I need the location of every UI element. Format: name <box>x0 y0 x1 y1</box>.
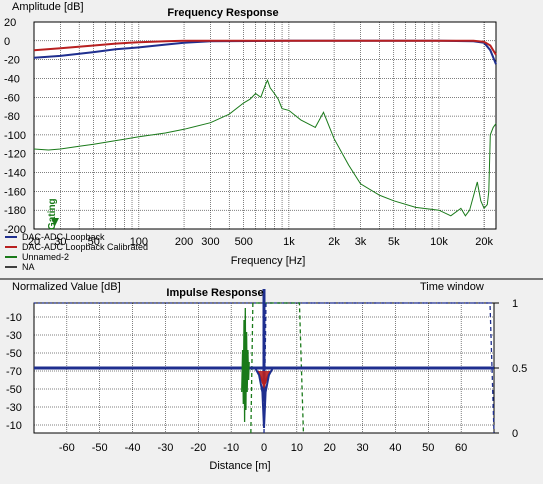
ir-chart-title: Impulse Response <box>166 287 263 299</box>
ir-y-tick-labels: -10 -30 -50 -70 -50 -30 -10 <box>6 312 22 432</box>
fr-x-tick-label: 50 <box>88 236 100 248</box>
gating-marker-arrow[interactable] <box>51 218 59 226</box>
fr-x-tick-label: 2k <box>328 236 340 248</box>
fr-x-tick-label: 3k <box>355 236 367 248</box>
ir-y-axis-label: Normalized Value [dB] <box>12 281 121 293</box>
ir-x-tick-labels: -60 -50 -40 -30 -20 -10 0 10 20 30 40 50 60 <box>59 442 467 454</box>
fr-x-tick-label: 20k <box>475 236 493 248</box>
fr-series-line-1 <box>33 39 497 56</box>
fr-legend-swatch <box>5 266 17 268</box>
fr-series <box>33 39 497 217</box>
ir-x-tick-label: -20 <box>190 442 206 454</box>
gating-label: Gating <box>47 198 58 230</box>
ir-series-line-0 <box>241 307 250 423</box>
fr-x-tick-label: 200 <box>175 236 193 248</box>
ir-x-tick-label: 10 <box>291 442 303 454</box>
ir-x-tick-label: -30 <box>157 442 173 454</box>
fr-legend-label: NA <box>22 262 35 272</box>
fr-legend-label: DAC-ADC Loopback Calibrated <box>22 242 149 252</box>
fr-legend: DAC-ADC Loopback DAC-ADC Loopback Calibra… <box>5 232 148 272</box>
fr-x-axis-label: Frequency [Hz] <box>231 255 306 267</box>
ir-series-line-2 <box>254 368 274 429</box>
gating-annotation: Gating <box>47 198 58 230</box>
fr-y-tick-label: 20 <box>4 17 16 29</box>
fr-x-tick-labels: 20 30 50 100 200 300 500 1k 2k 3k 5k 10k 20k <box>28 236 494 248</box>
ir-x-tick-label: 50 <box>422 442 434 454</box>
fr-plot-area[interactable] <box>33 21 497 230</box>
fr-x-tick-label: 300 <box>201 236 219 248</box>
fr-y-tick-label: -140 <box>4 168 26 180</box>
ir-y-tick-label: -30 <box>6 330 22 342</box>
ir-y-tick-label: -70 <box>6 366 22 378</box>
fr-legend-swatch <box>5 246 17 248</box>
frequency-response-chart: 200-20-40-60-80-100-120-140-160-180-200 … <box>4 1 497 267</box>
fr-legend-item[interactable]: DAC-ADC Loopback Calibrated <box>5 242 148 252</box>
ir-y-tick-label: -10 <box>6 420 22 432</box>
ir-y2-tick-label: 0.5 <box>512 363 527 375</box>
ir-x-tick-label: 30 <box>356 442 368 454</box>
fr-y-tick-label: -40 <box>4 73 20 85</box>
fr-legend-item[interactable]: DAC-ADC Loopback <box>5 232 148 242</box>
fr-y-axis-label: Amplitude [dB] <box>12 1 84 13</box>
fr-y-tick-labels: 20 0 -20 -40 -60 -80 -100 -120 -140 -160 -180 -200 <box>4 17 26 236</box>
fr-legend-swatch <box>5 256 17 258</box>
fr-y-tick-label: 0 <box>4 36 10 48</box>
ir-x-axis-label: Distance [m] <box>209 460 270 472</box>
fr-y-tick-label: -20 <box>4 55 20 67</box>
ir-series <box>241 307 274 429</box>
ir-x-tick-label: 20 <box>324 442 336 454</box>
ir-time-window-label: Time window <box>420 281 484 293</box>
fr-x-tick-label: 1k <box>283 236 295 248</box>
ir-y-tick-label: -10 <box>6 312 22 324</box>
ir-x-tick-label: -50 <box>92 442 108 454</box>
fr-x-tick-label: 5k <box>388 236 400 248</box>
ir-x-tick-label: -60 <box>59 442 75 454</box>
ir-y-tick-label: -50 <box>6 384 22 396</box>
fr-y-tick-label: -100 <box>4 130 26 142</box>
ir-y2-tick-label: 0 <box>512 428 518 440</box>
fr-y-tick-label: -180 <box>4 205 26 217</box>
fr-chart-title: Frequency Response <box>167 7 278 19</box>
impulse-response-chart: -10-30-50-70-50-30-10 10.50 -60 -50 -40 -30… <box>6 281 527 472</box>
ir-x-tick-label: -10 <box>223 442 239 454</box>
ir-x-tick-label: -40 <box>125 442 141 454</box>
fr-legend-swatch <box>5 236 17 238</box>
ir-x-tick-label: 40 <box>389 442 401 454</box>
fr-x-tick-label: 500 <box>235 236 253 248</box>
fr-x-tick-label: 30 <box>54 236 66 248</box>
fr-y-tick-label: -160 <box>4 186 26 198</box>
fr-series-line-2 <box>33 78 497 217</box>
fr-y-tick-label: -200 <box>4 224 26 236</box>
fr-legend-item[interactable]: NA <box>5 262 148 272</box>
fr-legend-label: Unnamed-2 <box>22 252 70 262</box>
ir-y-tick-label: -50 <box>6 348 22 360</box>
fr-x-tick-label: 20 <box>28 236 40 248</box>
ir-y-tick-label: -30 <box>6 402 22 414</box>
fr-x-tick-label: 10k <box>430 236 448 248</box>
fr-legend-item[interactable]: Unnamed-2 <box>5 252 148 262</box>
ir-y2-tick-label: 1 <box>512 298 518 310</box>
fr-y-tick-label: -80 <box>4 111 20 123</box>
ir-x-tick-label: 60 <box>455 442 467 454</box>
fr-y-tick-label: -60 <box>4 92 20 104</box>
fr-y-tick-label: -120 <box>4 149 26 161</box>
ir-y2-tick-labels: 10.50 <box>494 298 527 440</box>
fr-legend-label: DAC-ADC Loopback <box>22 232 105 242</box>
ir-x-tick-label: 0 <box>261 442 267 454</box>
fr-x-tick-label: 100 <box>130 236 148 248</box>
